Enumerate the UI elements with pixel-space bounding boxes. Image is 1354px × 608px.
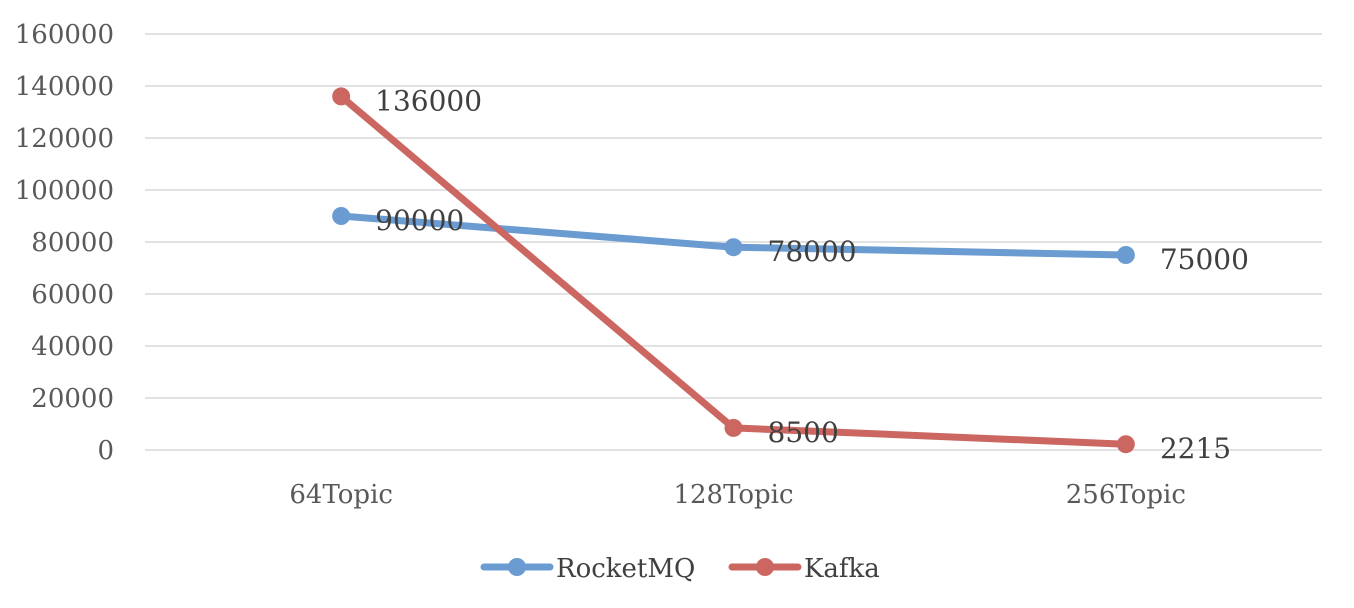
y-tick-label: 20000: [31, 384, 114, 414]
data-point: [332, 207, 351, 225]
legend-swatch-marker: [756, 558, 774, 576]
data-label: 136000: [375, 84, 482, 117]
legend-label: Kafka: [804, 554, 880, 584]
data-point: [724, 238, 743, 257]
data-point: [1116, 435, 1135, 454]
data-point: [724, 418, 743, 437]
data-labels: 90000 78000 75000 136000 8500 2215: [375, 84, 1249, 465]
legend-swatch-marker: [508, 558, 526, 576]
x-axis-ticks: 64Topic 128Topic 256Topic: [289, 480, 1186, 510]
y-tick-label: 100000: [15, 176, 114, 206]
x-tick-label: 64Topic: [289, 480, 393, 510]
y-tick-label: 120000: [15, 124, 114, 154]
data-label: 90000: [375, 204, 464, 237]
legend-item-rocketmq: RocketMQ: [480, 554, 695, 584]
y-tick-label: 140000: [15, 72, 114, 102]
data-point: [1116, 246, 1135, 264]
legend-label: RocketMQ: [556, 554, 695, 584]
data-label: 2215: [1160, 432, 1231, 465]
legend: RocketMQ Kafka: [480, 554, 880, 584]
y-tick-label: 0: [97, 436, 114, 466]
data-label: 78000: [768, 235, 857, 268]
x-tick-label: 128Topic: [673, 480, 793, 510]
y-axis-ticks: 0 20000 40000 60000 80000 100000 120000 140000 1…: [15, 20, 114, 466]
data-label: 8500: [768, 416, 839, 449]
y-tick-label: 80000: [31, 228, 114, 258]
data-point: [332, 87, 351, 106]
series-line: [337, 92, 1130, 448]
series-lines: [332, 87, 1135, 454]
y-tick-label: 160000: [15, 20, 114, 50]
series-rocketmq: [332, 207, 1135, 264]
data-label: 75000: [1160, 243, 1249, 276]
legend-item-kafka: Kafka: [728, 554, 880, 584]
y-tick-label: 40000: [31, 332, 114, 362]
x-tick-label: 256Topic: [1066, 480, 1186, 510]
y-tick-label: 60000: [31, 280, 114, 310]
series-kafka: [332, 87, 1135, 454]
